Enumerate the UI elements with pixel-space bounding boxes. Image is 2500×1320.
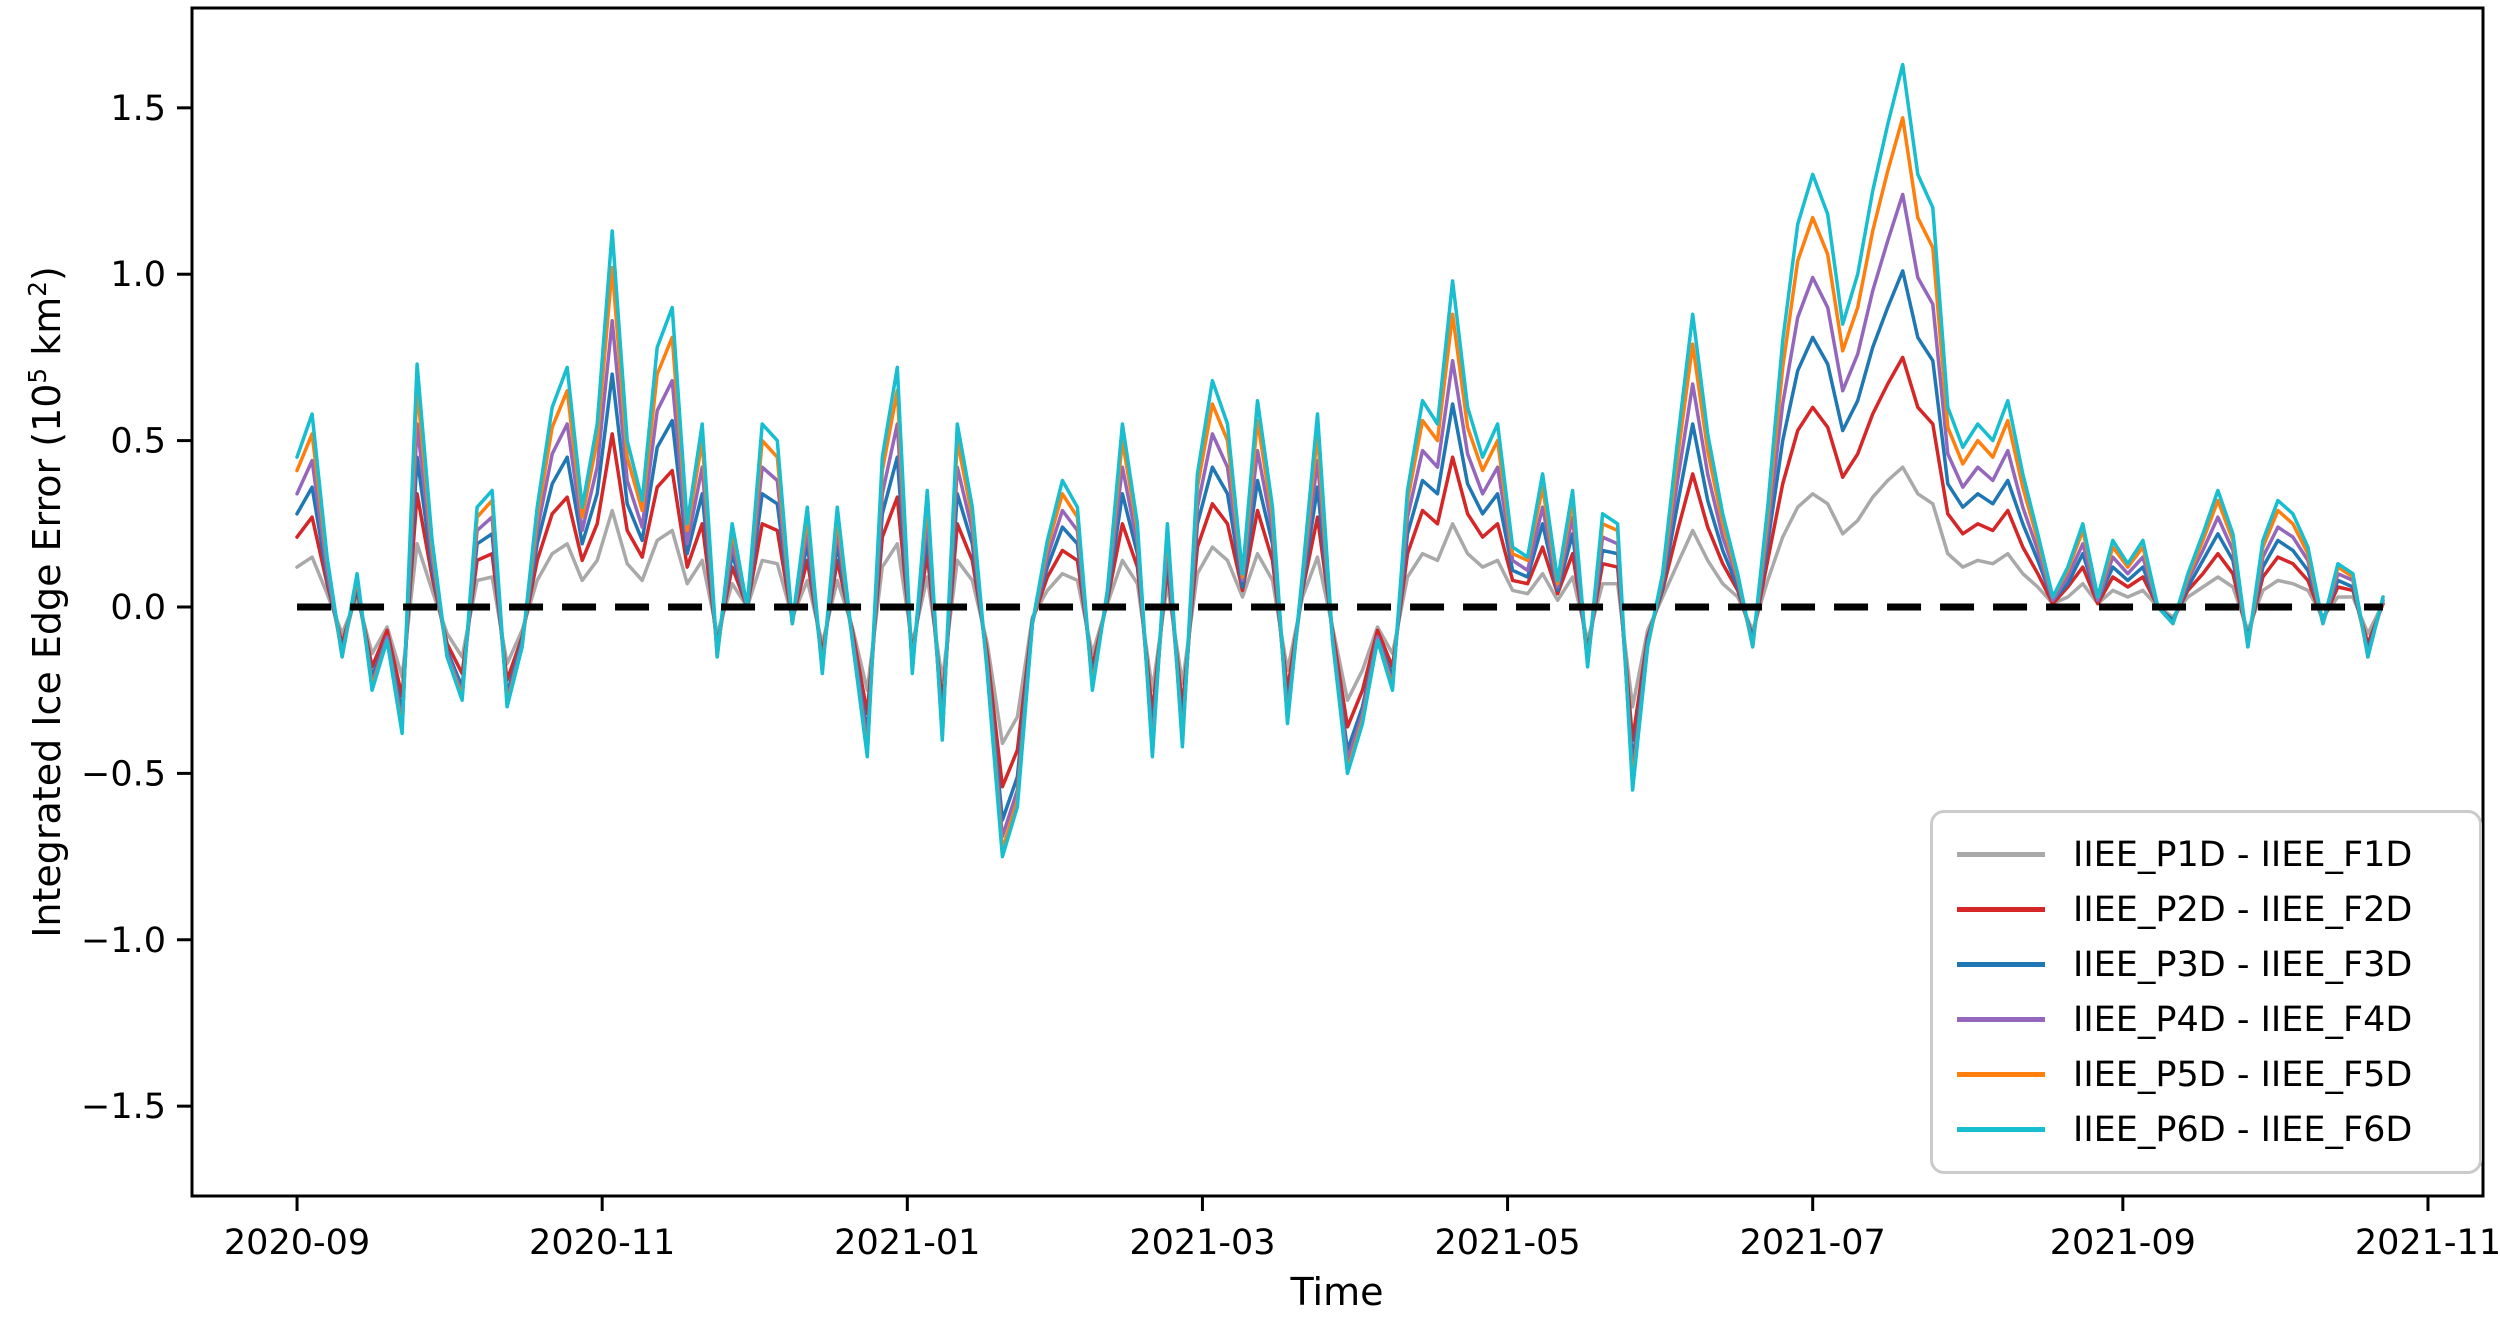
x-axis-label: Time xyxy=(1290,1270,1384,1314)
legend-item: IIEE_P6D - IIEE_F6D xyxy=(1957,1110,2455,1150)
legend-line-sample xyxy=(1957,1072,2045,1077)
y-tick-label: −1.5 xyxy=(81,1087,166,1127)
legend-line-sample xyxy=(1957,962,2045,967)
y-tick-label: 0.0 xyxy=(110,588,166,628)
legend-line-sample xyxy=(1957,907,2045,912)
y-tick-label: −1.0 xyxy=(81,921,166,961)
legend-line-sample xyxy=(1957,852,2045,857)
x-tick-label: 2021-01 xyxy=(834,1223,980,1263)
series-line-IIEE_P1D xyxy=(295,465,2385,746)
legend-label: IIEE_P6D - IIEE_F6D xyxy=(2073,1109,2413,1150)
series-line-IIEE_P5D xyxy=(295,116,2385,852)
legend-item: IIEE_P2D - IIEE_F2D xyxy=(1957,890,2455,930)
legend-item: IIEE_P5D - IIEE_F5D xyxy=(1957,1055,2455,1095)
legend-line-sample xyxy=(1957,1127,2045,1132)
y-axis-ticks: −1.5 −1.0 −0.5 0.0 0.5 1.0 1.5 xyxy=(81,89,192,1127)
series-line-IIEE_P6D xyxy=(295,62,2385,859)
x-axis-ticks: 2020-09 2020-11 2021-01 2021-03 2021-05 2021-… xyxy=(224,1196,2500,1263)
legend: IIEE_P1D - IIEE_F1D IIEE_P2D - IIEE_F2D II… xyxy=(1930,810,2482,1174)
legend-item: IIEE_P1D - IIEE_F1D xyxy=(1957,835,2455,875)
y-axis-label-text: Integrated Ice Edge Error (10 xyxy=(24,383,69,938)
legend-label: IIEE_P5D - IIEE_F5D xyxy=(2073,1054,2413,1095)
legend-label: IIEE_P4D - IIEE_F4D xyxy=(2073,999,2413,1040)
legend-line-sample xyxy=(1957,1017,2045,1022)
y-axis-label-text: ) xyxy=(24,266,69,282)
x-tick-label: 2021-11 xyxy=(2355,1223,2500,1263)
y-tick-label: 0.5 xyxy=(110,422,166,462)
legend-label: IIEE_P1D - IIEE_F1D xyxy=(2073,834,2413,875)
legend-item: IIEE_P3D - IIEE_F3D xyxy=(1957,945,2455,985)
series-lines xyxy=(295,62,2385,859)
plot-frame xyxy=(190,6,2485,1198)
y-axis-label-superscript: 2 xyxy=(23,281,53,297)
x-tick-label: 2021-03 xyxy=(1129,1223,1275,1263)
legend-item: IIEE_P4D - IIEE_F4D xyxy=(1957,1000,2455,1040)
y-axis-label-text: km xyxy=(24,296,69,368)
legend-label: IIEE_P3D - IIEE_F3D xyxy=(2073,944,2413,985)
y-tick-label: 1.5 xyxy=(110,89,166,129)
x-tick-label: 2020-11 xyxy=(529,1223,675,1263)
x-tick-label: 2021-09 xyxy=(2050,1223,2196,1263)
y-tick-label: −0.5 xyxy=(81,754,166,794)
series-line-IIEE_P2D xyxy=(295,355,2385,789)
y-tick-label: 1.0 xyxy=(110,255,166,295)
x-tick-label: 2020-09 xyxy=(224,1223,370,1263)
x-tick-label: 2021-07 xyxy=(1740,1223,1886,1263)
x-tick-label: 2021-05 xyxy=(1434,1223,1580,1263)
y-axis-label: Integrated Ice Edge Error (105 km2) xyxy=(23,266,69,938)
legend-label: IIEE_P2D - IIEE_F2D xyxy=(2073,889,2413,930)
y-axis-label-superscript: 5 xyxy=(23,367,53,384)
